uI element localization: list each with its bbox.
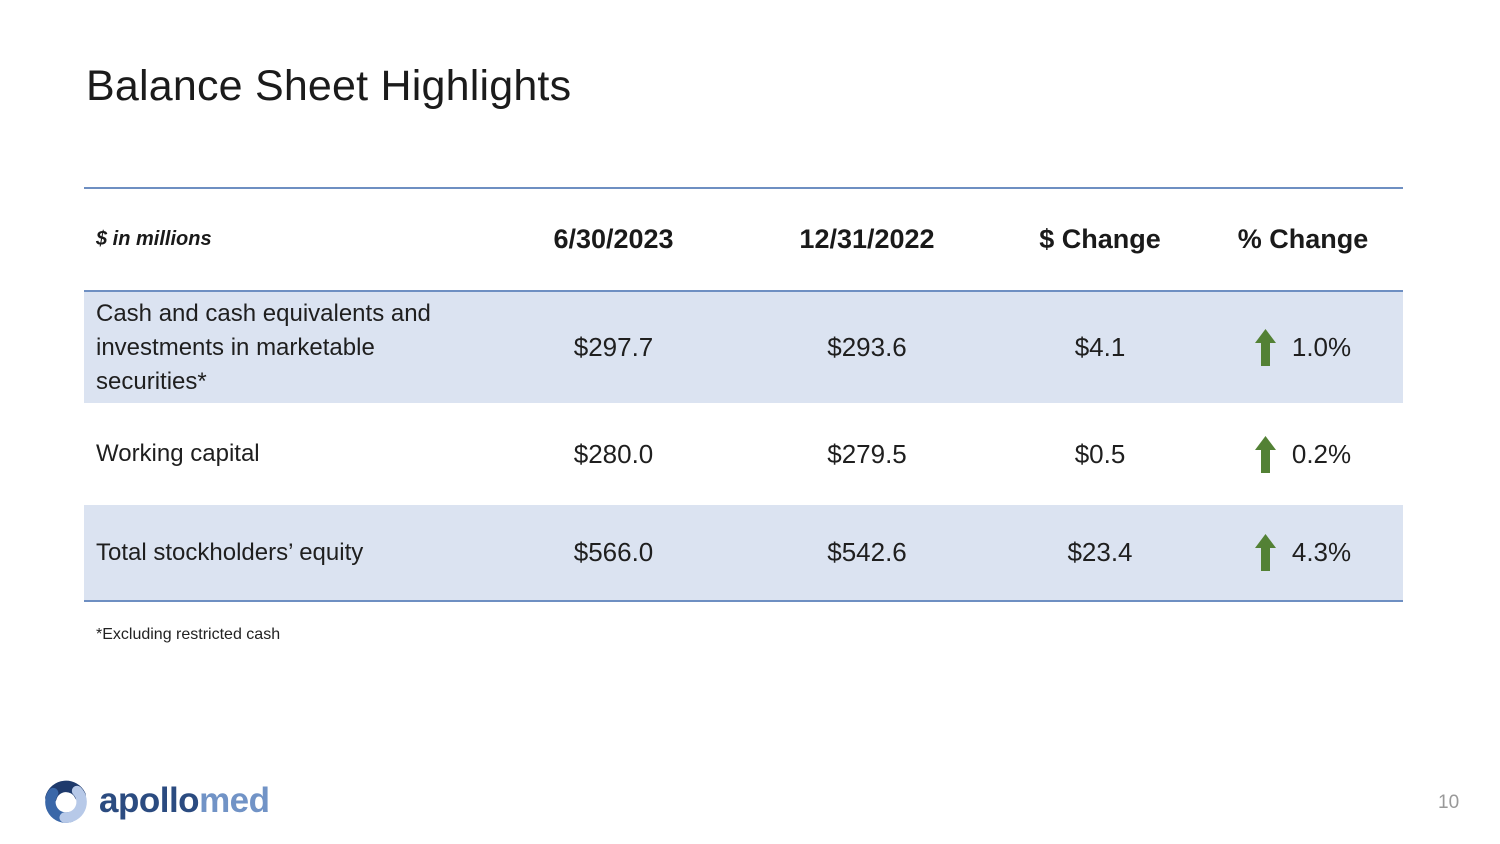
dollar-change-value: $0.5 [1074,438,1126,469]
current-value: $566.0 [573,537,654,567]
row-label: Total stockholders’ equity [96,538,364,566]
current-value: $297.7 [573,332,654,362]
table-row-working-capital: Working capital $280.0 $279.5 $0.5 0.2% [84,403,1403,505]
logo-word-med: med [199,780,270,820]
percent-change-cell: 1.0% [1203,329,1403,366]
percent-change-cell: 0.2% [1203,435,1403,473]
percent-change-value: 0.2% [1291,438,1352,469]
logo-wordmark: apollomed [99,783,270,822]
prior-value: $542.6 [827,537,907,567]
table-row-cash-and-equivalents: Cash and cash equivalents and investment… [84,292,1403,403]
page-number: 10 [1438,792,1460,813]
apollomed-swirl-icon [45,780,87,823]
current-value: $280.0 [573,438,654,469]
table-header-row: $ in millions 6/30/2023 12/31/2022 $ Cha… [84,189,1403,292]
table-row-stockholders-equity: Total stockholders’ equity $566.0 $542.6… [84,505,1403,600]
dollar-change-value: $23.4 [1067,537,1133,567]
percent-change-value: 1.0% [1291,332,1352,362]
prior-value: $279.5 [827,438,907,469]
column-header-prior-date: 12/31/2022 [799,224,935,254]
up-arrow-icon [1254,534,1276,571]
row-label: Working capital [96,440,260,467]
percent-change-cell: 4.3% [1203,534,1403,571]
percent-change-value: 4.3% [1291,537,1352,567]
apollomed-logo: apollomed [41,776,270,828]
units-note: $ in millions [96,228,212,250]
row-label: Cash and cash equivalents and investment… [96,299,431,395]
up-arrow-icon [1254,435,1276,473]
prior-value: $293.6 [827,332,907,362]
page-title: Balance Sheet Highlights [86,62,572,110]
balance-sheet-table: $ in millions 6/30/2023 12/31/2022 $ Cha… [84,187,1403,602]
up-arrow-icon [1254,329,1276,366]
logo-word-apollo: apollo [99,780,200,820]
column-header-dollar-change: $ Change [1039,224,1161,254]
footnote: *Excluding restricted cash [96,626,281,643]
column-header-current-date: 6/30/2023 [553,224,674,254]
dollar-change-value: $4.1 [1074,332,1126,362]
column-header-percent-change: % Change [1237,224,1369,254]
